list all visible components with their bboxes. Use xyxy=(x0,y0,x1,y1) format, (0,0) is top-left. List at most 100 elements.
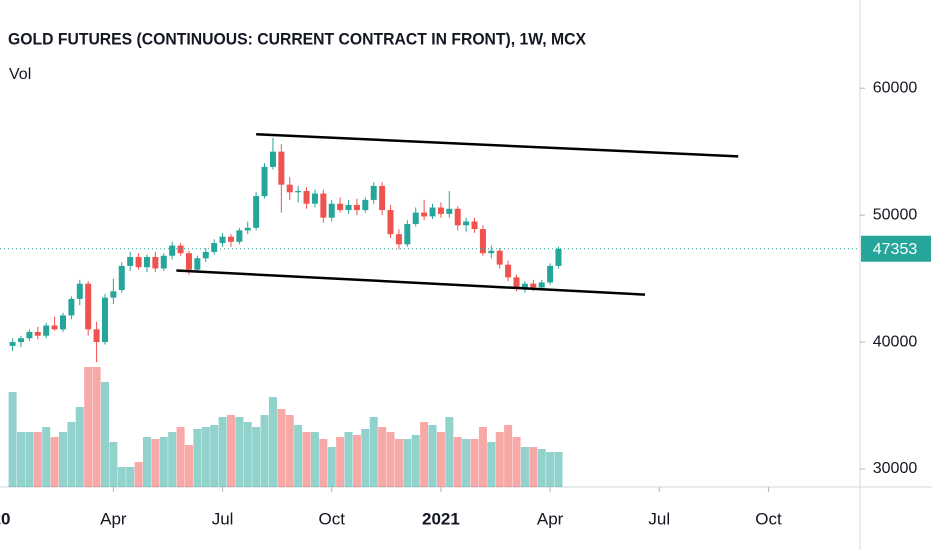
candle-body xyxy=(387,210,394,235)
candle-body xyxy=(17,338,24,343)
candle-body xyxy=(505,264,512,278)
candle-body xyxy=(404,224,411,245)
volume-bar xyxy=(420,422,429,487)
volume-bar xyxy=(277,409,286,487)
volume-bar xyxy=(487,442,496,487)
candle-body xyxy=(51,325,58,330)
candle-body xyxy=(379,185,386,211)
trendline-layer xyxy=(176,133,739,296)
candle-body xyxy=(93,329,100,343)
candle-layer xyxy=(9,137,562,363)
volume-bar xyxy=(319,439,328,487)
volume-bar xyxy=(151,439,160,487)
volume-bar xyxy=(378,427,387,487)
candle-body xyxy=(530,283,537,288)
candle-body xyxy=(286,184,293,193)
candle-body xyxy=(194,258,201,270)
candle-body xyxy=(43,325,50,336)
candle-body xyxy=(463,221,470,226)
volume-bar xyxy=(453,437,462,487)
y-tick-label: 50000 xyxy=(873,206,918,223)
volume-bar xyxy=(75,407,84,487)
x-tick-label: 2020 xyxy=(0,509,11,528)
x-tick-label: Jul xyxy=(648,509,670,528)
candle-body xyxy=(110,291,117,298)
candle-body xyxy=(547,265,554,283)
volume-bar xyxy=(134,462,143,487)
volume-bar xyxy=(504,425,513,487)
candle-body xyxy=(160,255,167,269)
volume-bar xyxy=(294,425,303,487)
volume-bar xyxy=(327,447,336,487)
x-tick-label: Oct xyxy=(755,509,782,528)
volume-bar xyxy=(92,367,101,487)
candle-body xyxy=(471,221,478,230)
volume-bar xyxy=(302,432,311,487)
volume-bar xyxy=(16,432,25,487)
candle-body xyxy=(362,199,369,211)
volume-bar xyxy=(352,435,361,487)
volume-bar xyxy=(520,447,529,487)
x-tick-label: Jul xyxy=(212,509,234,528)
candle-body xyxy=(328,203,335,218)
volume-bar xyxy=(252,427,261,487)
volume-bar xyxy=(470,439,479,487)
candle-body xyxy=(152,257,159,269)
candle-body xyxy=(236,230,243,242)
volume-bar xyxy=(201,427,210,487)
candle-body xyxy=(211,243,218,252)
candle-body xyxy=(68,298,75,316)
candle-body xyxy=(244,227,251,231)
y-tick-label: 30000 xyxy=(873,460,918,477)
candle-body xyxy=(421,212,428,217)
candle-body xyxy=(555,248,562,266)
volume-bar xyxy=(428,425,437,487)
candle-body xyxy=(59,315,66,330)
volume-bar xyxy=(126,467,135,487)
volume-bar xyxy=(243,422,252,487)
volume-bar xyxy=(193,429,202,487)
volume-bar xyxy=(176,427,185,487)
last-price-label: 47353 xyxy=(873,241,918,258)
x-tick-label: Apr xyxy=(100,509,127,528)
volume-bar xyxy=(184,445,193,487)
volume-bar xyxy=(495,432,504,487)
chart-title: GOLD FUTURES (CONTINUOUS: CURRENT CONTRA… xyxy=(8,29,587,48)
volume-bar xyxy=(403,439,412,487)
volume-bar xyxy=(285,415,294,487)
candle-body xyxy=(311,193,318,204)
candle-body xyxy=(202,251,209,259)
candle-body xyxy=(454,208,461,226)
volume-bar xyxy=(478,427,487,487)
volume-bar xyxy=(210,425,219,487)
volume-bar xyxy=(394,439,403,487)
volume-bar xyxy=(33,432,42,487)
candle-body xyxy=(353,204,360,211)
volume-bar xyxy=(235,417,244,487)
x-tick-label: 2021 xyxy=(422,509,460,528)
candle-body xyxy=(496,250,503,265)
volume-bar xyxy=(344,432,353,487)
volume-bar xyxy=(142,437,151,487)
volume-bar xyxy=(25,432,34,487)
candle-body xyxy=(303,191,310,204)
candle-body xyxy=(337,203,344,211)
y-tick-label: 40000 xyxy=(873,333,918,350)
volume-bar xyxy=(411,435,420,487)
candle-body xyxy=(395,234,402,245)
axis-layer: 30000 40000 50000 60000 2020 Apr Jul Oct 2021 Apr… xyxy=(0,79,931,528)
trendline xyxy=(176,269,646,296)
volume-bar xyxy=(529,447,538,487)
candle-body xyxy=(295,191,302,193)
candle-body xyxy=(101,297,108,343)
candle-body xyxy=(85,283,92,330)
volume-bar xyxy=(50,437,59,487)
candle-body xyxy=(135,257,142,268)
volume-bar xyxy=(386,432,395,487)
volume-layer xyxy=(8,367,563,487)
candle-body xyxy=(143,257,150,268)
volume-bar xyxy=(260,415,269,487)
volume-bar xyxy=(462,439,471,487)
volume-bar xyxy=(369,417,378,487)
